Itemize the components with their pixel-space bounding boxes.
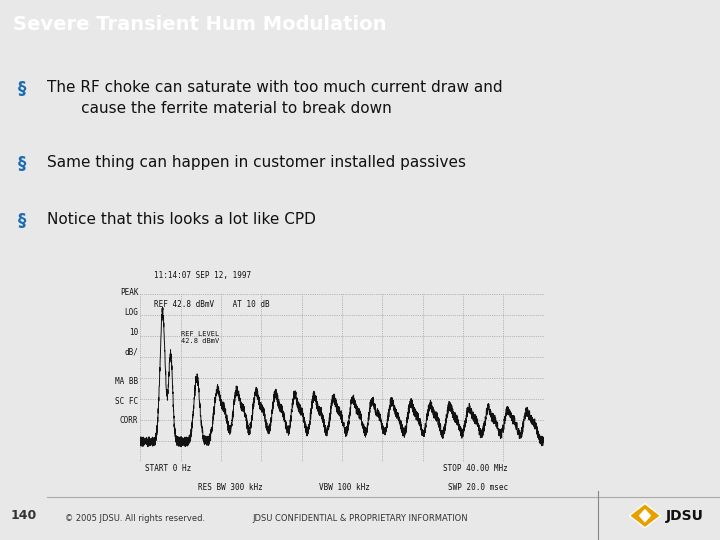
Text: 140: 140: [10, 509, 37, 522]
Text: RES BW 300 kHz: RES BW 300 kHz: [198, 483, 263, 492]
Text: Severe Transient Hum Modulation: Severe Transient Hum Modulation: [13, 15, 387, 34]
Text: CORR: CORR: [120, 416, 138, 426]
Text: LOG: LOG: [125, 308, 138, 317]
Text: JDSU CONFIDENTIAL & PROPRIETARY INFORMATION: JDSU CONFIDENTIAL & PROPRIETARY INFORMAT…: [252, 514, 468, 523]
Text: REF LEVEL
42.8 dBmV: REF LEVEL 42.8 dBmV: [181, 331, 219, 344]
Text: REF 42.8 dBmV    AT 10 dB: REF 42.8 dBmV AT 10 dB: [154, 300, 269, 309]
Text: STOP 40.00 MHz: STOP 40.00 MHz: [444, 464, 508, 473]
Text: Same thing can happen in customer installed passives: Same thing can happen in customer instal…: [47, 155, 466, 170]
Text: SC FC: SC FC: [115, 397, 138, 406]
Text: © 2005 JDSU. All rights reserved.: © 2005 JDSU. All rights reserved.: [65, 514, 205, 523]
Text: 11:14:07 SEP 12, 1997: 11:14:07 SEP 12, 1997: [154, 271, 251, 280]
Text: PEAK: PEAK: [120, 288, 138, 297]
Text: JDSU: JDSU: [666, 509, 703, 523]
Text: §: §: [18, 212, 27, 231]
Text: VBW 100 kHz: VBW 100 kHz: [319, 483, 370, 492]
Text: Notice that this looks a lot like CPD: Notice that this looks a lot like CPD: [47, 212, 315, 227]
Text: §: §: [18, 79, 27, 98]
Polygon shape: [639, 509, 651, 523]
Text: The RF choke can saturate with too much current draw and
       cause the ferrit: The RF choke can saturate with too much …: [47, 79, 503, 116]
Text: START 0 Hz: START 0 Hz: [145, 464, 192, 473]
Text: 10: 10: [129, 328, 138, 336]
Text: dB/: dB/: [125, 347, 138, 356]
Polygon shape: [629, 504, 660, 528]
Text: SWP 20.0 msec: SWP 20.0 msec: [448, 483, 508, 492]
Text: MA BB: MA BB: [115, 377, 138, 386]
Text: §: §: [18, 155, 27, 173]
